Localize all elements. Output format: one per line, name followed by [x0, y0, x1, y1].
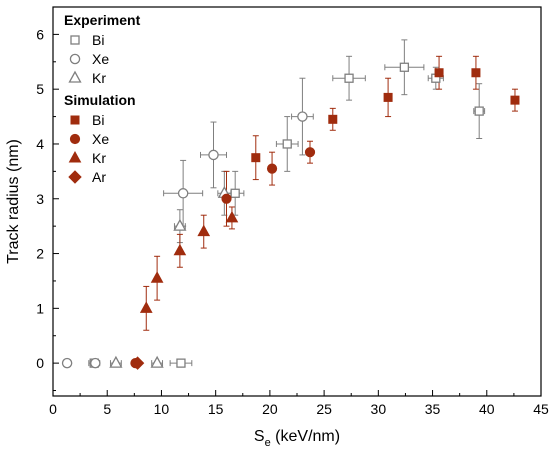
y-tick-label: 5: [36, 81, 44, 97]
simulation-xe-point: [221, 193, 232, 204]
legend-group-title: Experiment: [64, 12, 141, 28]
legend-label: Xe: [92, 51, 109, 67]
experiment-bi-point: [282, 139, 292, 149]
plot-frame: [52, 6, 542, 397]
simulation-xe-point: [304, 147, 316, 158]
legend-label: Bi: [92, 112, 104, 128]
experiment-bi-point: [474, 106, 484, 116]
experiment-xe-point: [61, 357, 73, 369]
simulation-bi-point: [383, 92, 393, 102]
x-tick-label: 5: [103, 401, 111, 417]
legend-group-title: Simulation: [64, 92, 136, 108]
legend: Experiment Bi Xe Kr Simulation Bi Xe Kr Ar: [64, 12, 141, 185]
simulation-kr-point: [150, 271, 164, 283]
x-tick-label: 35: [425, 401, 441, 417]
legend-label: Bi: [92, 32, 104, 48]
simulation-bi-point: [510, 95, 520, 105]
simulation-ar-point: [130, 356, 145, 370]
experiment-xe-point: [297, 111, 308, 122]
x-tick-label: 0: [49, 401, 57, 417]
simulation-bi-point: [471, 68, 481, 78]
simulation-bi-point: [328, 114, 338, 124]
experiment-bi-point: [176, 358, 186, 368]
legend-symbol: [68, 170, 82, 184]
experiment-kr-point: [150, 355, 164, 368]
simulation-kr-point: [173, 243, 187, 256]
legend-symbol: [70, 115, 80, 125]
legend-label: Kr: [92, 150, 106, 166]
error-bars: [63, 39, 518, 367]
experiment-kr-point: [173, 218, 187, 231]
experiment-xe-point: [208, 149, 219, 161]
simulation-kr-point: [197, 224, 211, 237]
y-tick-label: 4: [36, 136, 44, 152]
experiment-xe-point: [177, 188, 189, 199]
x-tick-label: 45: [533, 401, 549, 417]
legend-label: Kr: [92, 70, 106, 86]
simulation-kr-point: [225, 210, 239, 223]
simulation-kr-point: [139, 301, 153, 313]
experiment-bi-point: [230, 188, 240, 198]
x-tick-label: 20: [262, 401, 278, 417]
x-tick-label: 15: [208, 401, 224, 417]
y-tick-label: 3: [36, 191, 44, 207]
legend-symbol: [70, 35, 80, 45]
experiment-kr-point: [109, 355, 123, 368]
x-axis-title: Se (keV/nm): [254, 428, 340, 449]
data-markers: [61, 62, 520, 370]
y-axis-title: Track radius (nm): [5, 139, 22, 264]
y-tick-label: 6: [36, 26, 44, 42]
y-tick-label: 2: [36, 246, 44, 262]
legend-symbol: [68, 70, 82, 83]
x-tick-label: 25: [316, 401, 332, 417]
simulation-bi-point: [434, 68, 444, 78]
simulation-xe-point: [266, 163, 278, 174]
x-tick-label: 30: [371, 401, 387, 417]
legend-label: Xe: [92, 131, 109, 147]
legend-symbol: [68, 150, 82, 163]
experiment-bi-point: [399, 62, 410, 72]
experiment-bi-point: [344, 73, 354, 83]
x-tick-label: 40: [479, 401, 495, 417]
x-tick-label: 10: [154, 401, 170, 417]
experiment-xe-point: [90, 357, 101, 369]
legend-label: Ar: [92, 169, 106, 185]
legend-symbol: [69, 53, 81, 65]
y-tick-label: 1: [36, 300, 44, 316]
y-tick-label: 0: [36, 355, 44, 371]
simulation-bi-point: [251, 153, 261, 163]
legend-symbol: [69, 133, 81, 145]
